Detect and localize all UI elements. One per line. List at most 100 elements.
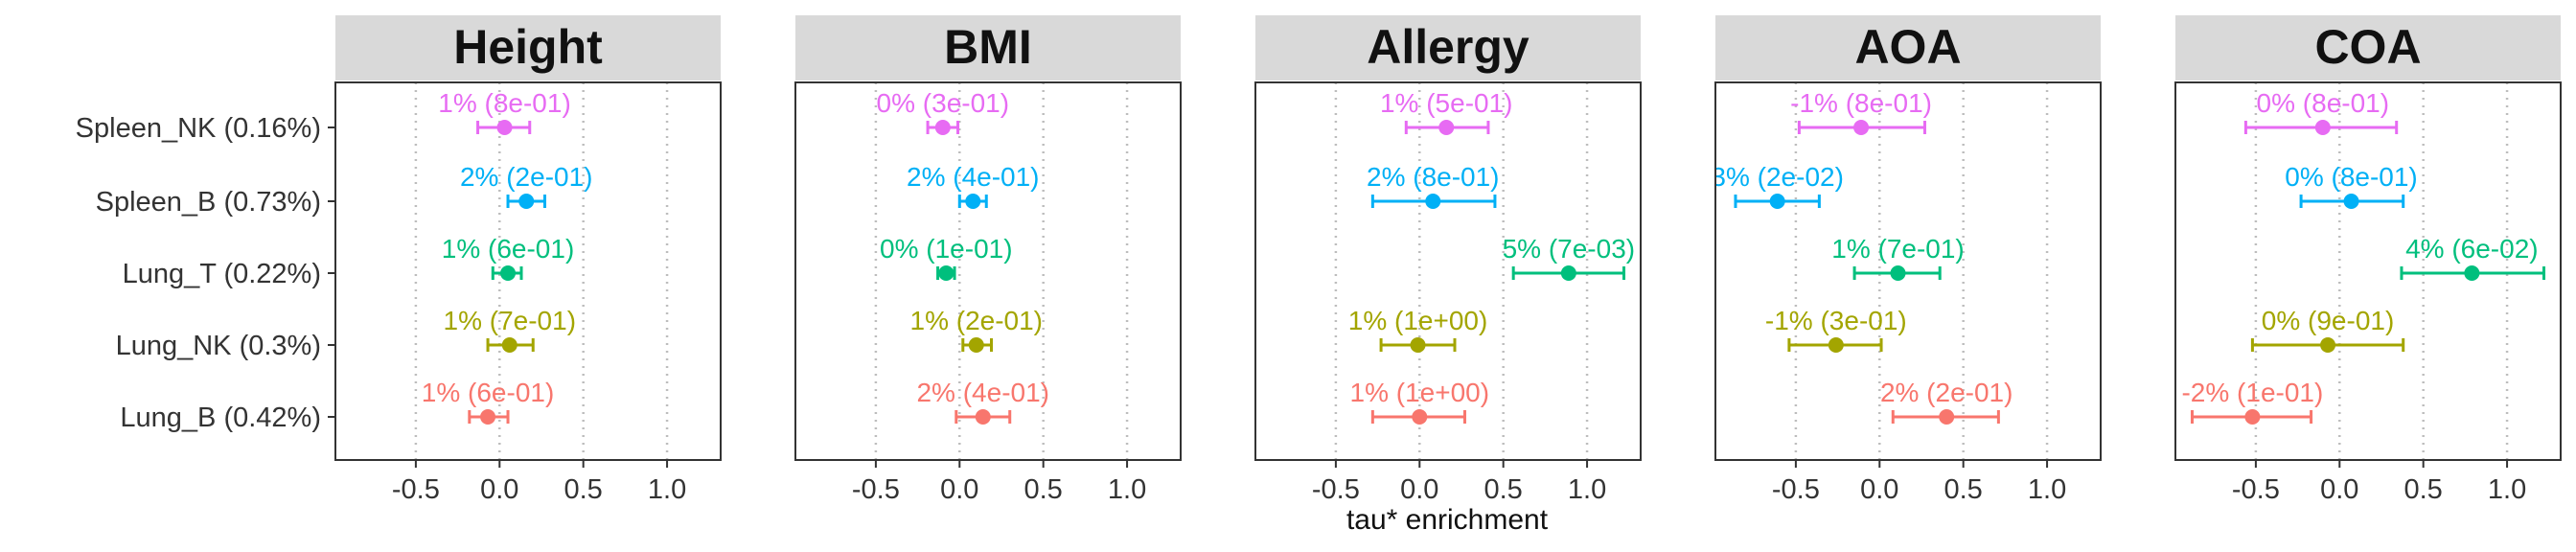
- panel-bmi: BMI 0% (3e-01) 2% (4e-01) 0% (1e-01) 1% (2e-…: [794, 15, 1182, 505]
- panel-border: [1714, 81, 2102, 461]
- data-point: [1410, 337, 1426, 353]
- data-label: 1% (5e-01): [1380, 88, 1513, 118]
- panel-strip: [2175, 15, 2561, 80]
- y-tick-label-spleen-nk-0-16: Spleen_NK (0.16%): [76, 113, 321, 144]
- panel-strip: [795, 15, 1181, 80]
- data-point: [2464, 265, 2480, 281]
- data-point: [501, 337, 518, 353]
- data-point: [1560, 265, 1576, 281]
- data-point: [968, 337, 984, 353]
- x-tick-label: 1.0: [1108, 474, 1146, 505]
- panel-marks: 1% (5e-01) 2% (8e-01) 5% (7e-03) 1% (1e+00)…: [1348, 88, 1635, 425]
- panel-background: [1715, 82, 2101, 460]
- y-tick-label-spleen-b-0-73: Spleen_B (0.73%): [96, 187, 321, 218]
- panel-title: AOA: [1854, 20, 1961, 74]
- data-point: [2244, 409, 2261, 425]
- data-point: [500, 265, 517, 281]
- data-point: [1425, 194, 1441, 209]
- x-tick-label: 0.0: [1400, 474, 1438, 505]
- panel-marks: 0% (3e-01) 2% (4e-01) 0% (1e-01) 1% (2e-01)…: [877, 88, 1049, 425]
- data-label: 0% (8e-01): [2257, 88, 2390, 118]
- x-tick-label: 0.5: [1484, 474, 1523, 505]
- x-tick-label: -0.5: [392, 474, 440, 505]
- data-point: [934, 120, 951, 135]
- data-point: [1890, 265, 1906, 281]
- data-point: [1853, 120, 1870, 135]
- data-label: 1% (1e+00): [1350, 378, 1490, 407]
- panel-marks: 0% (8e-01) 0% (8e-01) 4% (6e-02) 0% (9e-01)…: [2181, 88, 2546, 425]
- data-label: 0% (3e-01): [877, 88, 1010, 118]
- data-label: 1% (7e-01): [444, 306, 577, 335]
- panel-marks: 1% (8e-01) 2% (2e-01) 1% (6e-01) 1% (7e-01)…: [422, 88, 593, 425]
- data-label: 0% (8e-01): [2285, 162, 2418, 192]
- data-point: [1828, 337, 1844, 353]
- data-label: 0% (1e-01): [880, 234, 1013, 264]
- data-point: [975, 409, 991, 425]
- plot-root: Spleen_NK (0.16%) Spleen_B (0.73%) Lung_T …: [76, 15, 2562, 505]
- panel-strip: [1255, 15, 1641, 80]
- x-tick-label: 1.0: [1568, 474, 1606, 505]
- x-tick-label: 0.0: [1860, 474, 1898, 505]
- x-tick-label: -0.5: [1312, 474, 1360, 505]
- x-tick-label: -0.5: [2232, 474, 2280, 505]
- panel-title: COA: [2314, 20, 2421, 74]
- data-label: 1% (1e+00): [1348, 306, 1488, 335]
- y-tick-label-lung-t-0-22: Lung_T (0.22%): [123, 259, 321, 289]
- data-label: 1% (8e-01): [438, 88, 571, 118]
- data-label: -2% (1e-01): [2181, 378, 2323, 407]
- data-label: 2% (2e-01): [1880, 378, 2013, 407]
- data-point: [518, 194, 535, 209]
- panel-aoa: AOA -1% (8e-01) 3% (2e-02) 1% (7e-01) -1% (3…: [1711, 15, 2102, 505]
- panel-border: [1254, 81, 1642, 461]
- panel-border: [794, 81, 1182, 461]
- panel-background: [335, 82, 721, 460]
- panel-background: [1255, 82, 1641, 460]
- x-tick-label: 1.0: [2488, 474, 2526, 505]
- x-axis-title: tau* enrichment: [1346, 504, 1549, 536]
- x-tick-label: 1.0: [648, 474, 686, 505]
- data-label: -1% (8e-01): [1790, 88, 1932, 118]
- x-tick-label: 0.0: [480, 474, 518, 505]
- data-label: -1% (3e-01): [1765, 306, 1907, 335]
- data-label: 1% (6e-01): [442, 234, 575, 264]
- data-point: [965, 194, 981, 209]
- x-tick-label: -0.5: [852, 474, 900, 505]
- x-tick-label: -0.5: [1772, 474, 1820, 505]
- data-label: 1% (7e-01): [1831, 234, 1965, 264]
- panel-marks: -1% (8e-01) 3% (2e-02) 1% (7e-01) -1% (3e-0…: [1711, 88, 2013, 425]
- panel-title: Allergy: [1367, 20, 1530, 74]
- data-point: [1438, 120, 1455, 135]
- x-tick-label: 0.5: [564, 474, 603, 505]
- data-point: [1412, 409, 1428, 425]
- panel-title: BMI: [944, 20, 1032, 74]
- x-tick-label: 0.0: [2320, 474, 2358, 505]
- data-label: 2% (8e-01): [1367, 162, 1500, 192]
- panel-background: [2175, 82, 2561, 460]
- x-tick-label: 0.5: [2404, 474, 2443, 505]
- data-point: [2314, 120, 2331, 135]
- data-label: 4% (6e-02): [2405, 234, 2539, 264]
- data-point: [938, 265, 954, 281]
- data-point: [496, 120, 513, 135]
- data-label: 1% (6e-01): [422, 378, 555, 407]
- data-point: [1939, 409, 1955, 425]
- panel-title: Height: [453, 20, 603, 74]
- panel-coa: COA 0% (8e-01) 0% (8e-01) 4% (6e-02) 0% (9e-…: [2174, 15, 2562, 505]
- panel-border: [334, 81, 722, 461]
- data-label: 2% (2e-01): [460, 162, 593, 192]
- panel-background: [795, 82, 1181, 460]
- data-label: 1% (2e-01): [910, 306, 1044, 335]
- data-point: [2320, 337, 2336, 353]
- panel-strip: [1715, 15, 2101, 80]
- data-label: 2% (4e-01): [916, 378, 1049, 407]
- data-point: [2343, 194, 2359, 209]
- data-label: 5% (7e-03): [1503, 234, 1636, 264]
- x-tick-label: 0.0: [940, 474, 978, 505]
- data-label: 3% (2e-02): [1711, 162, 1844, 192]
- x-tick-label: 0.5: [1024, 474, 1063, 505]
- x-tick-label: 0.5: [1944, 474, 1983, 505]
- data-label: 2% (4e-01): [907, 162, 1040, 192]
- panel-border: [2174, 81, 2562, 461]
